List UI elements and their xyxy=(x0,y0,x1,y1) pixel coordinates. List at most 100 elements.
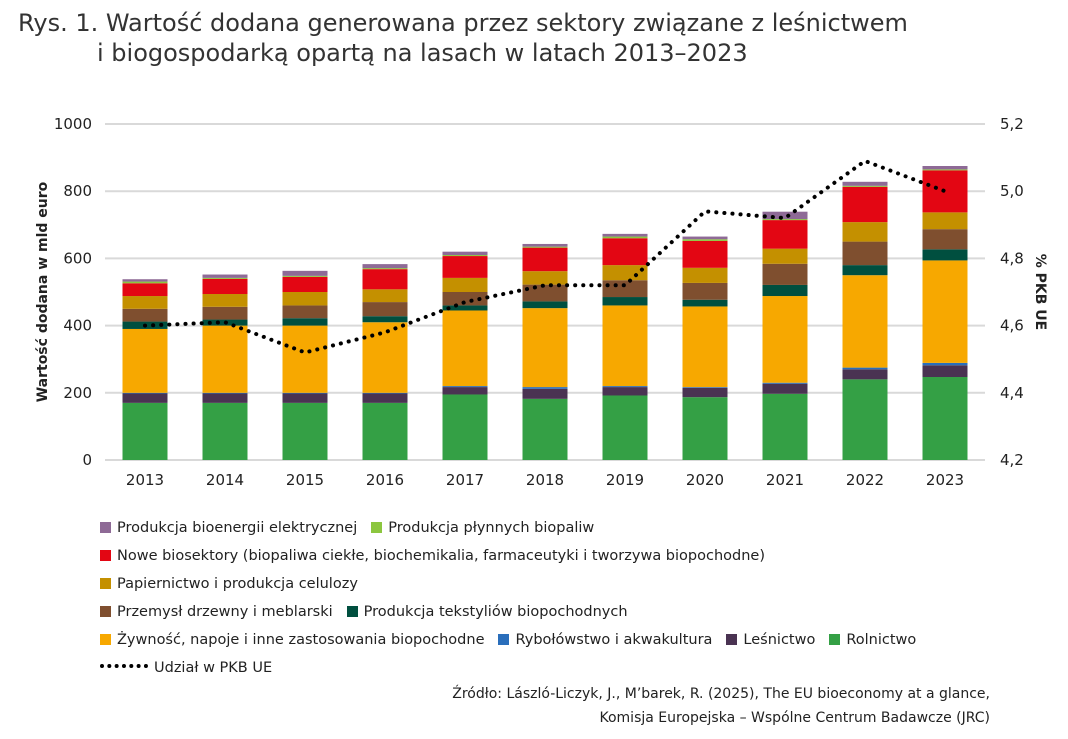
y2-tick-label: 4,2 xyxy=(1000,451,1024,469)
bar-segment xyxy=(442,394,488,460)
bar-segment xyxy=(762,383,808,394)
y2-tick-label: 4,6 xyxy=(1000,317,1024,335)
legend-label: Produkcja płynnych biopaliw xyxy=(388,520,595,536)
bar-segment xyxy=(602,386,648,388)
bar-segment xyxy=(202,277,248,279)
legend-label: Żywność, napoje i inne zastosowania biop… xyxy=(117,632,485,648)
bar-segment xyxy=(442,256,488,278)
bar-segment xyxy=(122,281,168,284)
bar-segment xyxy=(762,284,808,297)
bar-segment xyxy=(362,322,408,393)
bar-segment xyxy=(522,398,568,460)
bar-segment xyxy=(282,270,328,276)
bar-segment xyxy=(522,387,568,389)
bar-segment xyxy=(362,393,408,403)
legend-item: Przemysł drzewny i meblarski xyxy=(100,598,333,626)
bar-segment xyxy=(682,299,728,307)
legend-item: Produkcja bioenergii elektrycznej xyxy=(100,514,357,542)
bar-segment xyxy=(282,392,328,394)
legend-label: Rybołówstwo i akwakultura xyxy=(515,632,713,648)
bar-segment xyxy=(362,316,408,323)
bar-segment xyxy=(602,305,648,387)
y-tick-label: 800 xyxy=(63,182,92,200)
bar-segment xyxy=(602,236,648,239)
legend-item: Rolnictwo xyxy=(829,626,916,654)
legend-label: Leśnictwo xyxy=(743,632,816,648)
bar-segment xyxy=(362,402,408,460)
bar-segment xyxy=(602,265,648,281)
bar-segment xyxy=(922,229,968,250)
legend-swatch xyxy=(100,522,111,533)
bar-segment xyxy=(842,275,888,368)
bar-segment xyxy=(602,238,648,266)
y2-axis-label: % PKB UE xyxy=(1032,254,1048,331)
bar-segment xyxy=(602,233,648,237)
bar-segment xyxy=(922,249,968,261)
legend-swatch xyxy=(829,634,841,645)
bar-segment xyxy=(682,387,728,388)
bar-segment xyxy=(682,282,728,300)
bar-segment xyxy=(122,279,168,282)
legend-swatch xyxy=(371,522,383,533)
source-line-1: Źródło: László-Liczyk, J., M’barek, R. (… xyxy=(452,686,990,702)
bar-segment xyxy=(122,283,168,297)
x-tick-label: 2014 xyxy=(206,471,244,489)
legend-label: Papiernictwo i produkcja celulozy xyxy=(117,576,358,592)
bar-segment xyxy=(682,397,728,460)
bar-segment xyxy=(202,402,248,460)
legend-item: Nowe biosektory (biopaliwa ciekłe, bioch… xyxy=(100,542,765,570)
bar-segment xyxy=(202,393,248,403)
legend-item: Rybołówstwo i akwakultura xyxy=(498,626,712,654)
legend-label: Produkcja tekstyliów biopochodnych xyxy=(363,604,628,620)
bar-segment xyxy=(682,387,728,398)
bar-segment xyxy=(922,377,968,460)
bar-segment xyxy=(122,392,168,394)
bar-segment xyxy=(282,292,328,306)
bar-segment xyxy=(762,219,808,221)
line-series-gdp-share xyxy=(143,158,947,355)
bar-segment xyxy=(522,247,568,272)
bar-segment xyxy=(762,296,808,383)
bar-segment xyxy=(682,239,728,241)
bar-segment xyxy=(842,265,888,276)
bar-segment xyxy=(362,268,408,270)
title-line-1: Rys. 1. Wartość dodana generowana przez … xyxy=(18,9,908,37)
legend-item: Leśnictwo xyxy=(726,626,815,654)
bar-segment xyxy=(282,402,328,460)
bar-segment xyxy=(682,267,728,283)
bar-segment xyxy=(442,386,488,388)
bar-segment xyxy=(202,274,248,278)
bar-segment xyxy=(282,325,328,393)
bar-segment xyxy=(522,388,568,399)
bar-segment xyxy=(682,236,728,240)
legend-line-swatch xyxy=(100,664,148,668)
y-axis-label: Wartość dodana w mld euro xyxy=(35,181,51,402)
legend-swatch xyxy=(100,634,111,645)
bar-segment xyxy=(522,243,568,247)
bar-segment xyxy=(362,269,408,290)
bar-segment xyxy=(842,241,888,266)
legend-item: Papiernictwo i produkcja celulozy xyxy=(100,570,358,598)
bar-segment xyxy=(602,395,648,460)
bar-segment xyxy=(762,211,808,220)
y-tick-label: 600 xyxy=(63,249,92,267)
bar-segment xyxy=(762,248,808,264)
legend-swatch xyxy=(100,606,111,617)
bar-segment xyxy=(202,294,248,307)
title-line-2: i biogospodarką opartą na lasach w latac… xyxy=(97,39,748,67)
chart-area: 0 4,2 200 4,4 400 4,6 600 4,8 800 5,0 1000 5,2 Warto… xyxy=(35,115,1048,489)
y2-tick-label: 5,0 xyxy=(1000,182,1024,200)
bar-segment xyxy=(282,318,328,326)
bar-segment xyxy=(682,306,728,388)
bar-segment xyxy=(362,302,408,317)
bar-segment xyxy=(442,305,488,311)
bar-segment xyxy=(202,325,248,393)
legend-label: Udział w PKB UE xyxy=(154,660,273,676)
bar-segment xyxy=(122,296,168,309)
bar-segment xyxy=(202,278,248,295)
bar-segment xyxy=(282,305,328,319)
bar-segment xyxy=(922,166,968,170)
bar-segment xyxy=(842,185,888,187)
bar-segment xyxy=(762,382,808,384)
x-tick-label: 2018 xyxy=(526,471,564,489)
